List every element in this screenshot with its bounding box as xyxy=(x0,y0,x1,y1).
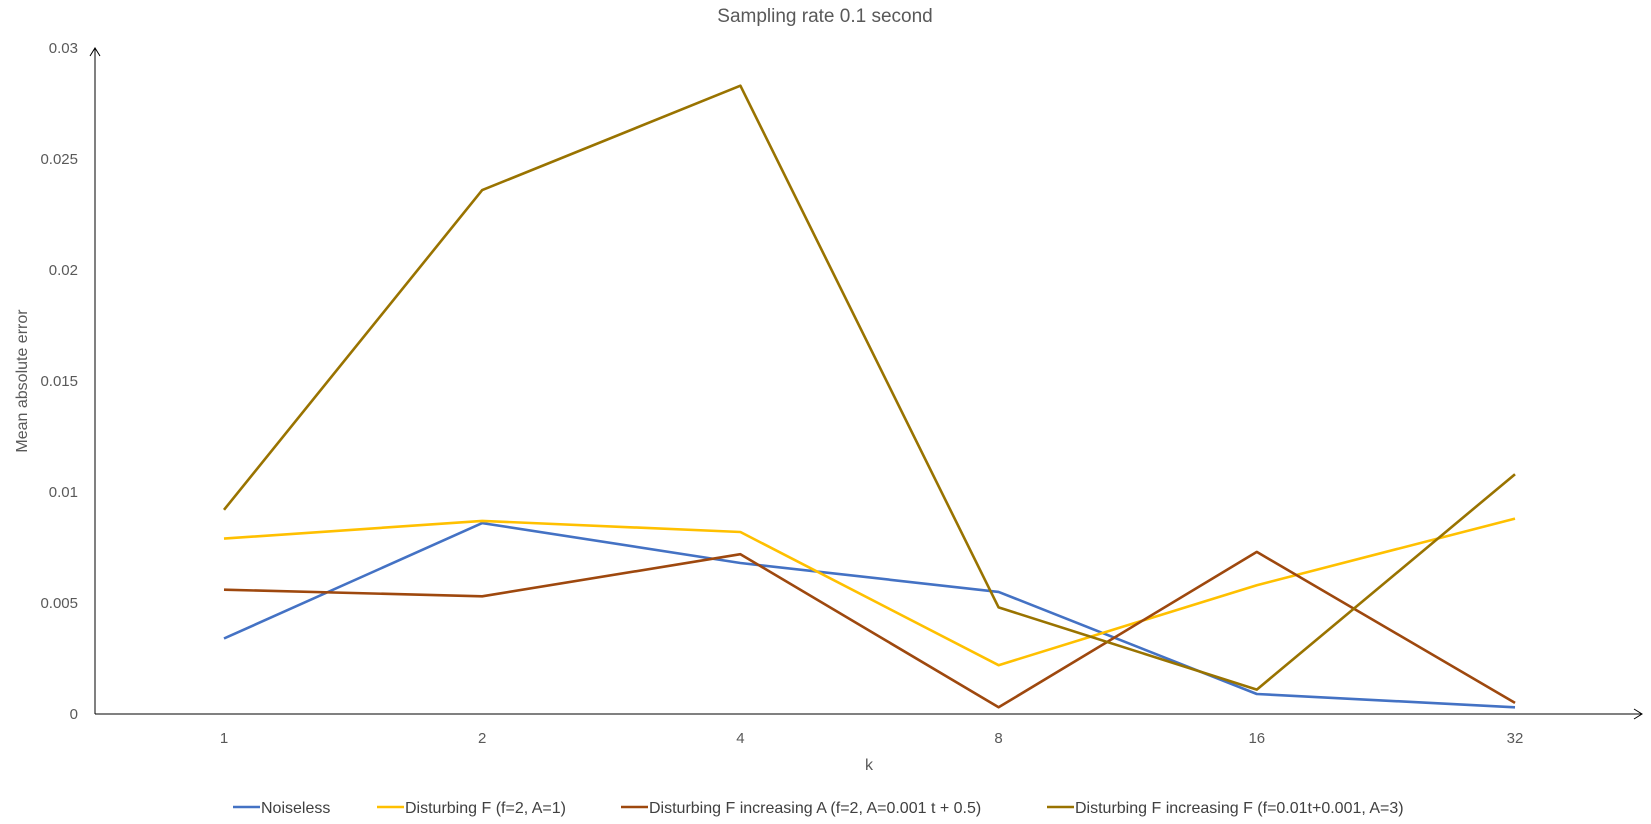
x-tick-label: 16 xyxy=(1248,730,1265,747)
y-tick-label: 0.01 xyxy=(49,484,78,501)
series-line-disturbing-f-f-2-a-1 xyxy=(223,517,1516,667)
x-tick-label: 2 xyxy=(478,730,486,747)
y-tick-label: 0 xyxy=(70,706,78,723)
y-tick-label: 0.005 xyxy=(40,595,78,612)
series-line-noiseless xyxy=(223,521,1516,709)
y-tick-label: 0.03 xyxy=(49,40,78,57)
legend-item: Disturbing F increasing F (f=0.01t+0.001… xyxy=(1047,800,1404,817)
legend-label: Disturbing F increasing A (f=2, A=0.001 … xyxy=(649,800,981,817)
legend: Noiseless Disturbing F (f=2, A=1) Disturbi… xyxy=(233,800,1404,817)
y-tick-label: 0.015 xyxy=(40,373,78,390)
series-line-disturbing-f-increasing-a-f-2-a-0-001-t-0-5 xyxy=(223,550,1516,709)
legend-label: Disturbing F increasing F (f=0.01t+0.001… xyxy=(1075,800,1404,817)
y-tick-label: 0.02 xyxy=(49,262,78,279)
y-axis-label: Mean absolute error xyxy=(14,309,31,453)
series-lines xyxy=(222,84,1516,709)
y-axis-arrow xyxy=(89,47,101,57)
x-tick-label: 4 xyxy=(736,730,744,747)
legend-label: Noiseless xyxy=(261,800,330,817)
y-tick-label: 0.025 xyxy=(40,151,78,168)
legend-item: Disturbing F (f=2, A=1) xyxy=(377,800,566,817)
y-tick-labels: 0 0.005 0.01 0.015 0.02 0.025 0.03 xyxy=(40,40,78,723)
x-axis-label: k xyxy=(865,757,874,774)
legend-label: Disturbing F (f=2, A=1) xyxy=(405,800,566,817)
chart-title: Sampling rate 0.1 second xyxy=(717,6,932,27)
x-axis-arrow xyxy=(1633,708,1643,720)
x-tick-label: 32 xyxy=(1507,730,1524,747)
x-tick-label: 8 xyxy=(994,730,1002,747)
x-tick-labels: 1 2 4 8 16 32 xyxy=(220,730,1524,747)
axes xyxy=(89,47,1643,720)
series-line-disturbing-f-increasing-f-f-0-01t-0-001-a-3 xyxy=(222,84,1516,691)
x-tick-label: 1 xyxy=(220,730,228,747)
legend-item: Disturbing F increasing A (f=2, A=0.001 … xyxy=(621,800,981,817)
legend-item: Noiseless xyxy=(233,800,330,817)
